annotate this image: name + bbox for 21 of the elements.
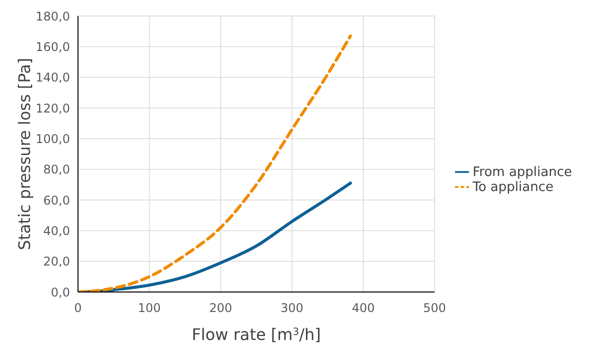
y-axis-title: Static pressure loss [Pa] — [15, 58, 34, 250]
y-tick-label: 100,0 — [36, 132, 70, 146]
y-tick-label: 0,0 — [50, 285, 70, 300]
legend-label: From appliance — [472, 165, 572, 180]
y-tick-label: 180,0 — [36, 9, 70, 24]
x-tick-label: 100 — [138, 301, 161, 315]
y-tick-label: 140,0 — [36, 70, 70, 85]
y-tick-label: 80,0 — [43, 162, 70, 177]
x-tick-label: 500 — [423, 301, 446, 315]
y-tick-label: 20,0 — [43, 254, 70, 269]
legend-label: To appliance — [472, 180, 554, 195]
x-tick-label: 0 — [74, 301, 82, 315]
x-tick-label: 300 — [280, 301, 304, 315]
x-tick-label: 200 — [209, 301, 232, 315]
y-tick-label: 60,0 — [43, 193, 70, 208]
x-axis-title: Flow rate [m$^{3}$/h] — [192, 325, 321, 344]
y-tick-label: 40,0 — [43, 224, 70, 238]
y-tick-label: 160,0 — [36, 40, 70, 54]
line-series — [78, 34, 352, 292]
x-tick-label: 400 — [352, 301, 375, 315]
y-tick-label: 120,0 — [36, 101, 70, 116]
